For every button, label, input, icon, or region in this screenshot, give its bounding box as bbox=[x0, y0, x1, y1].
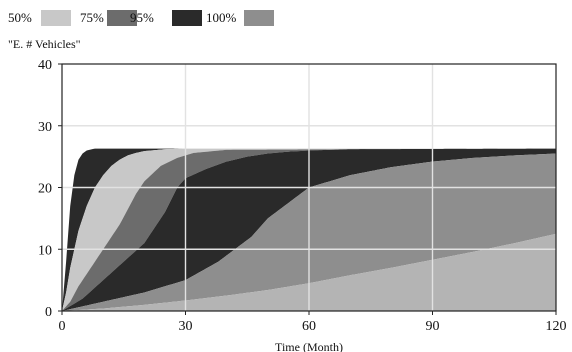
y-tick-label: 40 bbox=[38, 58, 52, 73]
x-tick-label: 30 bbox=[179, 319, 193, 334]
y-axis: 0 10 20 30 40 bbox=[38, 58, 62, 320]
legend-swatch bbox=[107, 10, 137, 26]
legend-swatch bbox=[244, 10, 274, 26]
x-tick-label: 60 bbox=[302, 319, 316, 334]
x-tick-label: 90 bbox=[426, 319, 440, 334]
legend-label: 50% bbox=[8, 10, 32, 25]
legend-swatch bbox=[41, 10, 71, 26]
legend-label: 75% bbox=[80, 10, 104, 25]
plot-area bbox=[61, 63, 557, 312]
x-tick-label: 0 bbox=[59, 319, 66, 334]
y-tick-label: 30 bbox=[38, 120, 52, 135]
legend-label: 95% bbox=[130, 10, 154, 25]
legend-label: 100% bbox=[206, 10, 237, 25]
x-axis-label: Time (Month) bbox=[275, 340, 343, 352]
y-tick-label: 10 bbox=[38, 243, 52, 258]
y-tick-label: 20 bbox=[38, 182, 52, 197]
y-tick-label: 0 bbox=[45, 305, 52, 320]
x-axis: 0 30 60 90 120 bbox=[59, 311, 567, 334]
x-tick-label: 120 bbox=[546, 319, 567, 334]
confidence-band-1 bbox=[62, 148, 556, 311]
legend-swatch bbox=[172, 10, 202, 26]
chart-title: "E. # Vehicles" bbox=[8, 37, 81, 51]
legend: 50% 75% 95% 100% bbox=[8, 10, 274, 26]
